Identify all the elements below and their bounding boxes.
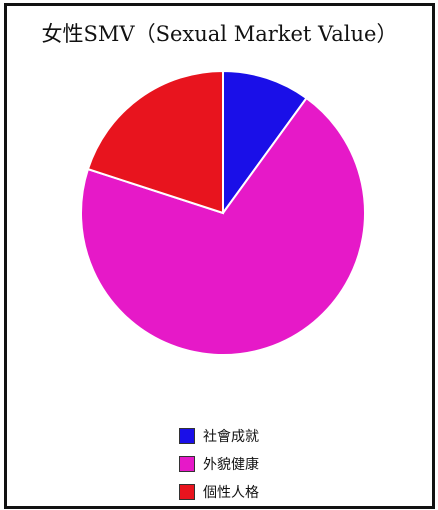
chart-frame: 女性SMV（Sexual Market Value） 社會成就 外貌健康 個性人…: [4, 3, 435, 509]
legend-label-social-achievement: 社會成就: [203, 426, 259, 446]
chart-legend: 社會成就 外貌健康 個性人格: [179, 426, 259, 510]
legend-swatch-social-achievement: [179, 428, 195, 444]
legend-item-social-achievement: 社會成就: [179, 426, 259, 446]
legend-label-personality: 個性人格: [203, 482, 259, 502]
legend-item-personality: 個性人格: [179, 482, 259, 502]
pie-chart: [7, 6, 432, 406]
legend-swatch-appearance-health: [179, 456, 195, 472]
legend-label-appearance-health: 外貌健康: [203, 454, 259, 474]
legend-swatch-personality: [179, 484, 195, 500]
legend-item-appearance-health: 外貌健康: [179, 454, 259, 474]
